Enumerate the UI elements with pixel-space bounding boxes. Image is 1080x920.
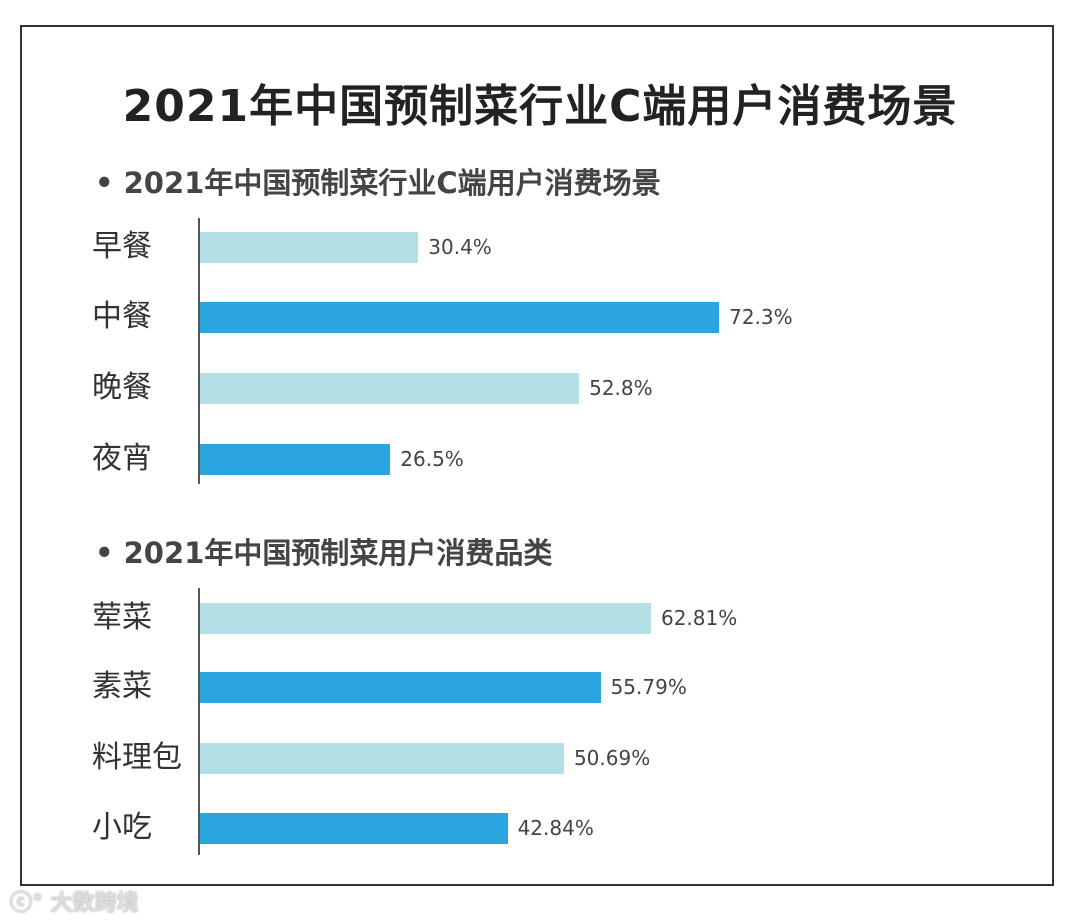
data-label: 42.84%	[517, 816, 594, 840]
bar	[200, 672, 601, 703]
category-label: 晚餐	[92, 370, 152, 405]
category-label: 荤菜	[92, 600, 152, 635]
bar	[200, 373, 580, 404]
category-label: 料理包	[92, 740, 182, 775]
chart-subtitle: • 2021年中国预制菜用户消费品类	[95, 536, 553, 570]
data-label: 30.4%	[428, 235, 492, 259]
page-title: 2021年中国预制菜行业C端用户消费场景	[122, 81, 958, 132]
bar	[200, 444, 391, 475]
bar	[200, 302, 720, 333]
bar	[200, 743, 564, 774]
data-label: 62.81%	[660, 606, 738, 630]
bar	[200, 603, 651, 634]
category-label: 早餐	[92, 229, 152, 264]
chart-subtitle: • 2021年中国预制菜行业C端用户消费场景	[95, 166, 661, 200]
data-label: 52.8%	[589, 376, 653, 400]
data-label: 55.79%	[610, 675, 687, 699]
category-label: 素菜	[92, 669, 152, 704]
data-label: 72.3%	[729, 305, 793, 329]
category-label: 中餐	[92, 299, 152, 334]
chart-frame	[20, 25, 1054, 886]
category-label: 夜宵	[92, 441, 152, 476]
data-label: 26.5%	[400, 447, 464, 471]
watermark-logo: ⓒ° 大数跨境	[10, 891, 139, 916]
bar	[200, 813, 508, 844]
category-label: 小吃	[92, 810, 152, 845]
data-label: 50.69%	[573, 746, 651, 770]
watermark-text: 大数跨境	[50, 891, 139, 916]
bar	[200, 232, 419, 263]
y-axis-line	[198, 218, 200, 484]
y-axis-line	[198, 588, 200, 855]
